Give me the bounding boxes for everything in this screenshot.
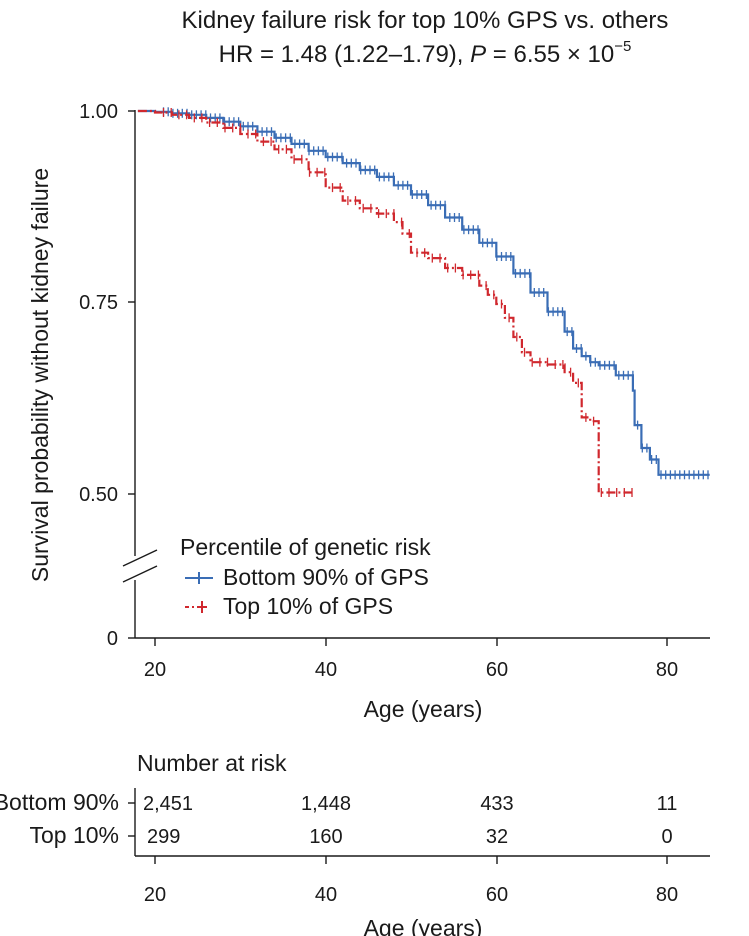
title-hr: HR = 1.48 (1.22–1.79), <box>219 41 470 68</box>
chart-title-line1: Kidney failure risk for top 10% GPS vs. … <box>182 7 669 34</box>
y-axis <box>128 110 136 639</box>
risk-row-label-top10: Top 10% <box>29 822 119 848</box>
title-p-value: = 6.55 × 10 <box>486 41 614 68</box>
legend-marker-bottom90 <box>185 572 213 584</box>
risk-table-axis <box>128 788 710 864</box>
x-tick-label: 20 <box>144 659 166 681</box>
y-tick-label: 0.50 <box>79 484 118 506</box>
risk-value: 0 <box>661 826 672 848</box>
x-axis <box>135 637 710 646</box>
risk-row-label-bottom90: Bottom 90% <box>0 789 119 815</box>
legend-entry-bottom90: Bottom 90% of GPS <box>223 564 429 590</box>
risk-value: 1,448 <box>301 793 351 815</box>
y-tick-label: 1.00 <box>79 101 118 123</box>
legend-marker-top10 <box>185 601 207 613</box>
risk-x-tick-label: 80 <box>656 884 678 906</box>
risk-x-axis-label: Age (years) <box>364 915 483 936</box>
legend-entry-top10: Top 10% of GPS <box>223 593 393 619</box>
plot-series <box>137 107 710 497</box>
x-axis-label: Age (years) <box>364 696 483 722</box>
x-tick-label: 80 <box>656 659 678 681</box>
risk-table: Number at risk Bottom 90% Top 10% 2,451 … <box>0 750 710 936</box>
risk-value: 160 <box>309 826 342 848</box>
km-curve-top10 <box>137 109 633 494</box>
legend: Percentile of genetic risk Bottom 90% of… <box>180 534 431 619</box>
title-p-exponent: −5 <box>614 38 631 55</box>
risk-x-tick-label: 40 <box>315 884 337 906</box>
risk-value: 299 <box>147 826 180 848</box>
y-tick-label-zero: 0 <box>107 628 118 650</box>
risk-value: 11 <box>657 793 678 815</box>
risk-value: 433 <box>480 793 513 815</box>
km-curve-bottom90 <box>137 109 710 476</box>
title-p-symbol: P <box>470 41 486 68</box>
risk-value: 32 <box>486 826 508 848</box>
risk-value: 2,451 <box>143 793 193 815</box>
y-tick-label: 0.75 <box>79 292 118 314</box>
risk-x-tick-label: 20 <box>144 884 166 906</box>
chart-title-line2: HR = 1.48 (1.22–1.79), P = 6.55 × 10−5 <box>219 38 632 68</box>
risk-x-tick-label: 60 <box>486 884 508 906</box>
risk-table-title: Number at risk <box>137 750 287 776</box>
legend-title: Percentile of genetic risk <box>180 534 431 560</box>
axis-break-marks <box>122 549 158 583</box>
x-tick-label: 60 <box>486 659 508 681</box>
y-axis-label: Survival probability without kidney fail… <box>27 168 53 582</box>
x-tick-label: 40 <box>315 659 337 681</box>
